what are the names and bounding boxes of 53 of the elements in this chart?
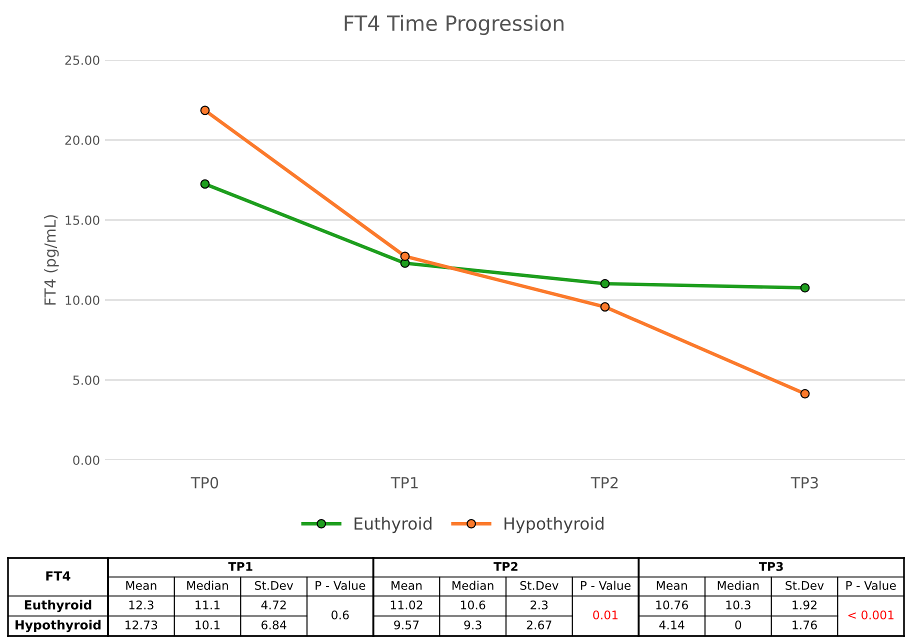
legend-label: Hypothyroid bbox=[504, 516, 604, 534]
text: Mean bbox=[126, 581, 156, 590]
text: P - Value bbox=[581, 580, 631, 590]
text: 4.14 bbox=[659, 620, 684, 630]
text: FT4 bbox=[46, 571, 70, 580]
y-tick-label: 15.00 bbox=[66, 215, 100, 225]
text: 4.72 bbox=[261, 600, 286, 610]
text: 6.84 bbox=[262, 620, 286, 630]
x-tick-label: TP3 bbox=[790, 476, 818, 488]
y-tick-label: 10.00 bbox=[66, 295, 100, 305]
x-tick-label: TP2 bbox=[590, 476, 618, 488]
category-label: TP2 bbox=[494, 562, 518, 571]
x-tick-label: TP1 bbox=[390, 477, 418, 488]
text: Mean bbox=[656, 581, 687, 590]
text: 1.92 bbox=[792, 600, 816, 610]
text: 10.1 bbox=[196, 620, 220, 630]
text: Euthyroid bbox=[24, 600, 92, 612]
text: 0 bbox=[735, 620, 742, 630]
y-tick-label: 0.00 bbox=[73, 455, 100, 465]
y-axis-title: FT4 (pg/mL) bbox=[44, 215, 59, 305]
text: St.Dev bbox=[786, 580, 824, 590]
text: 11.1 bbox=[196, 600, 220, 610]
category-label: TP3 bbox=[758, 562, 783, 571]
text: Median bbox=[718, 580, 759, 590]
text: 2.67 bbox=[526, 620, 552, 630]
text: 11.02 bbox=[390, 600, 422, 610]
y-tick-label: 5.00 bbox=[73, 375, 100, 385]
text: St.Dev bbox=[520, 580, 558, 590]
x-tick-label: TP0 bbox=[190, 476, 218, 488]
y-tick-label: 25.00 bbox=[65, 55, 100, 65]
text: Median bbox=[452, 580, 494, 590]
y-tick-label: 20.00 bbox=[65, 135, 100, 145]
text: P - Value bbox=[316, 580, 366, 590]
text: 9.3 bbox=[464, 620, 482, 630]
text: Hypothyroid bbox=[16, 620, 101, 632]
text: 0.01 bbox=[593, 610, 618, 620]
text: 1.76 bbox=[792, 620, 817, 630]
text: Median bbox=[187, 580, 228, 590]
legend-label: Euthyroid bbox=[354, 516, 432, 534]
text: 12.3 bbox=[129, 600, 154, 610]
text: 2.3 bbox=[530, 600, 548, 610]
category-label: TP1 bbox=[228, 562, 252, 571]
text: < 0.001 bbox=[848, 610, 894, 620]
text: 10.3 bbox=[726, 600, 750, 610]
text: 0.6 bbox=[332, 610, 349, 620]
text: Mean bbox=[392, 581, 422, 590]
text: 10.6 bbox=[460, 600, 486, 610]
text: 9.57 bbox=[394, 620, 419, 630]
text: 12.73 bbox=[126, 620, 158, 630]
text: 10.76 bbox=[656, 600, 688, 610]
text: P - Value bbox=[846, 580, 896, 590]
text: St.Dev bbox=[255, 580, 294, 590]
chart-title: FT4 Time Progression bbox=[344, 14, 564, 36]
